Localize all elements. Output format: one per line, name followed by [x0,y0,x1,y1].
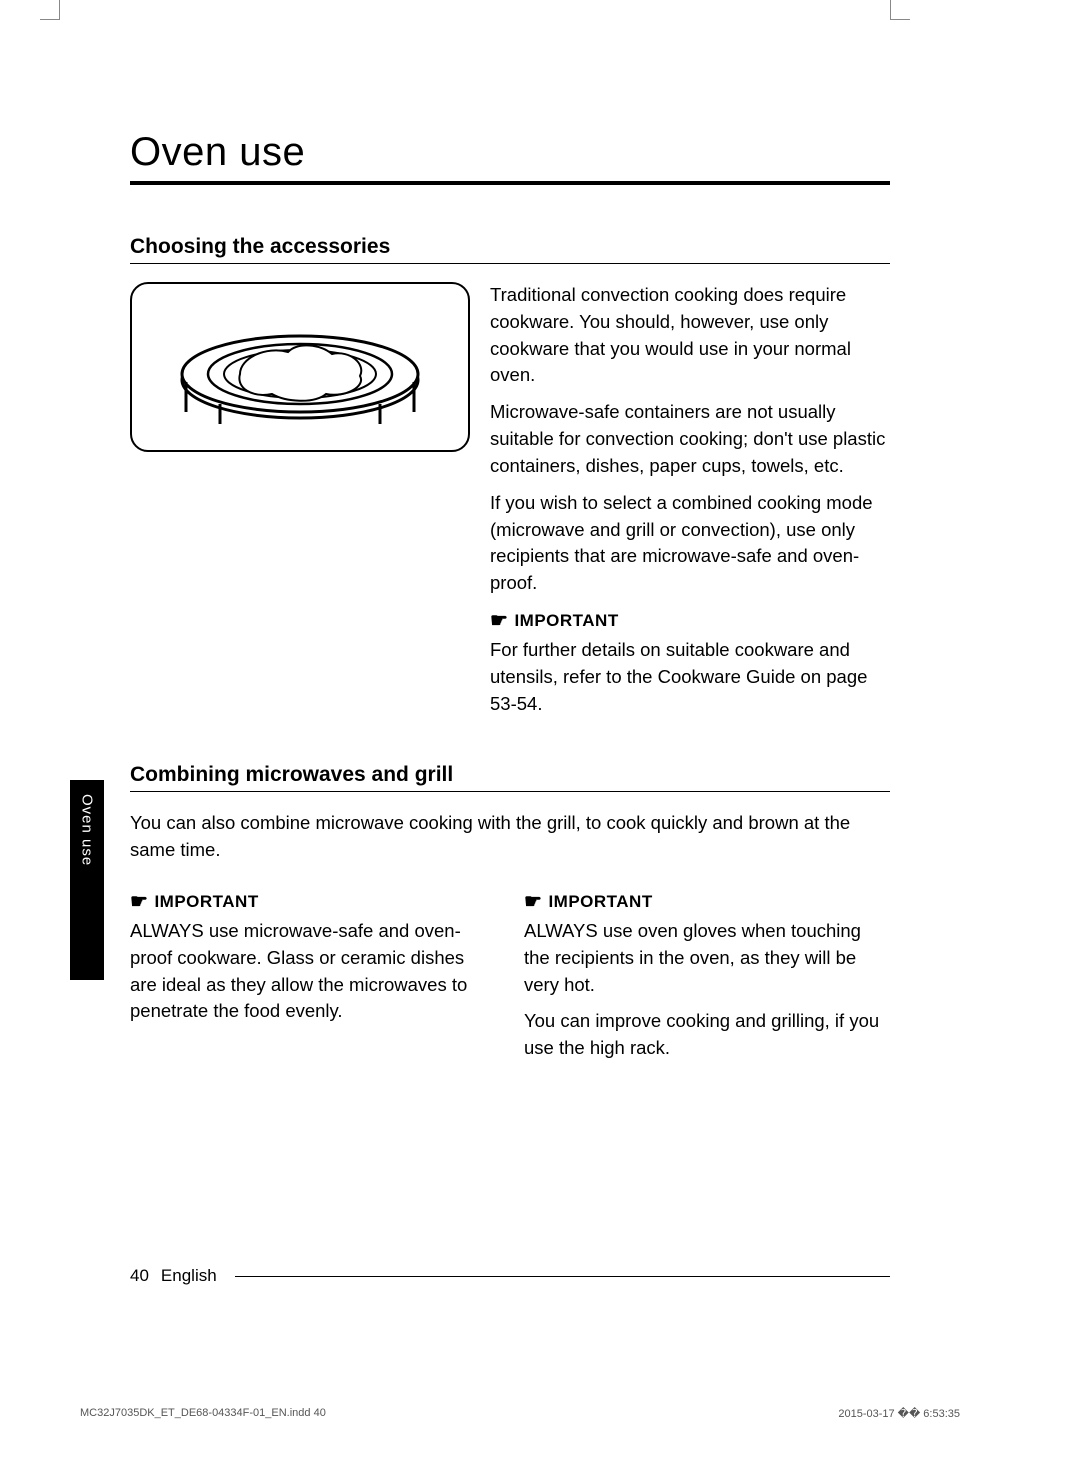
para: You can improve cooking and grilling, if… [524,1008,890,1062]
illustration-cookware [130,282,470,452]
pointing-hand-icon: ☛ [524,892,542,912]
para: If you wish to select a combined cooking… [490,490,890,597]
section-accessories: Traditional convection cooking does requ… [130,282,890,727]
para: Traditional convection cooking does requ… [490,282,890,389]
important-text: IMPORTANT [548,892,652,912]
print-file: MC32J7035DK_ET_DE68-04334F-01_EN.indd 40 [80,1407,326,1420]
para: Microwave-safe containers are not usuall… [490,399,890,479]
column-right: ☛ IMPORTANT ALWAYS use oven gloves when … [524,878,890,1072]
accessories-text-column: Traditional convection cooking does requ… [490,282,890,727]
print-footer: MC32J7035DK_ET_DE68-04334F-01_EN.indd 40… [80,1407,960,1420]
para: ALWAYS use microwave-safe and oven-proof… [130,918,496,1025]
cookware-on-rack-icon [170,302,430,432]
page-footer: 40 English [130,1266,890,1286]
page-content: Oven use Choosing the accessories Tradit… [130,130,890,1072]
crop-mark [890,0,910,20]
para: For further details on suitable cookware… [490,637,890,717]
subheading-combining: Combining microwaves and grill [130,763,890,792]
subheading-accessories: Choosing the accessories [130,235,890,264]
print-timestamp: 2015-03-17 �� 6:53:35 [838,1407,960,1420]
important-label: ☛ IMPORTANT [130,892,496,912]
column-left: ☛ IMPORTANT ALWAYS use microwave-safe an… [130,878,496,1072]
footer-rule [235,1276,890,1277]
important-label: ☛ IMPORTANT [490,611,890,631]
important-label: ☛ IMPORTANT [524,892,890,912]
two-column-important: ☛ IMPORTANT ALWAYS use microwave-safe an… [130,878,890,1072]
para: You can also combine microwave cooking w… [130,810,890,864]
pointing-hand-icon: ☛ [130,892,148,912]
pointing-hand-icon: ☛ [490,611,508,631]
important-text: IMPORTANT [154,892,258,912]
page-title: Oven use [130,130,890,181]
para: ALWAYS use oven gloves when touching the… [524,918,890,998]
side-tab-label: Oven use [79,794,96,866]
important-text: IMPORTANT [514,611,618,631]
title-rule [130,181,890,185]
crop-mark [40,0,60,20]
side-tab: Oven use [70,780,104,980]
page-number: 40 [130,1266,149,1286]
page-language: English [161,1266,217,1286]
